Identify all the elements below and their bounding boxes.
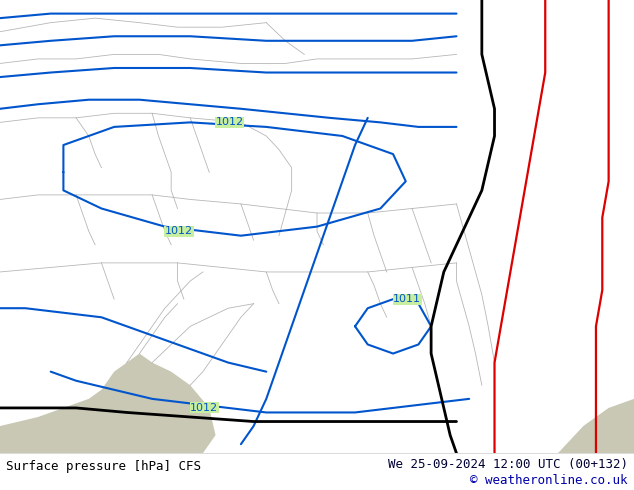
Text: 1012: 1012	[165, 226, 193, 236]
Text: 1012: 1012	[216, 118, 243, 127]
Text: 1012: 1012	[190, 403, 218, 413]
Text: 1011: 1011	[393, 294, 421, 304]
Polygon shape	[558, 399, 634, 453]
Text: © weatheronline.co.uk: © weatheronline.co.uk	[470, 474, 628, 488]
Text: We 25-09-2024 12:00 UTC (00+132): We 25-09-2024 12:00 UTC (00+132)	[387, 458, 628, 471]
Text: Surface pressure [hPa] CFS: Surface pressure [hPa] CFS	[6, 460, 202, 473]
Polygon shape	[0, 354, 216, 453]
